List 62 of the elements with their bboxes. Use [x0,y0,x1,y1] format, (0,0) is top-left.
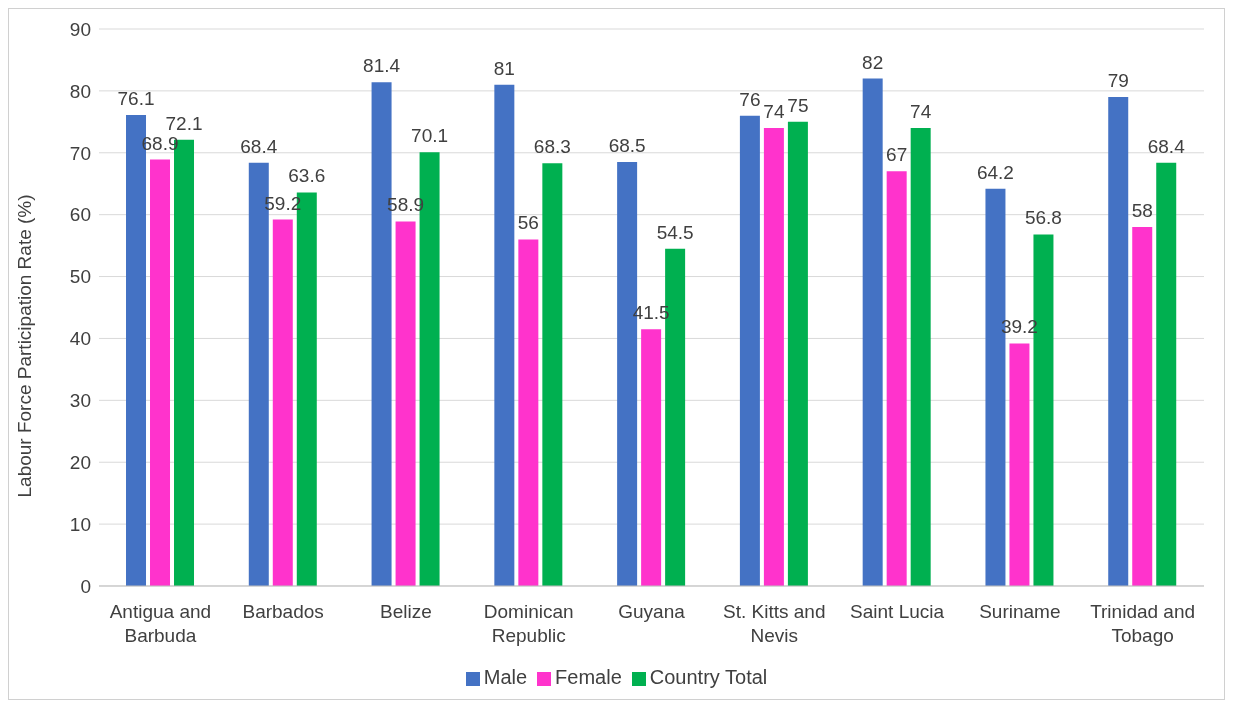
x-tick-label: Belize [380,601,432,622]
x-tick-label: Saint Lucia [850,601,945,622]
legend-label: Male [483,666,528,688]
bar [641,329,662,586]
bar [494,84,515,586]
data-label: 68.3 [533,136,571,158]
bar [1132,227,1153,586]
y-tick-label: 70 [69,142,91,164]
data-label: 54.5 [656,221,694,243]
data-label: 56 [517,212,539,234]
y-tick-label: 90 [69,18,91,40]
y-tick-label: 20 [69,451,91,473]
y-tick-label: 10 [69,513,91,535]
data-label: 68.4 [1147,135,1186,157]
y-tick-label: 50 [69,266,91,288]
y-tick-label: 40 [69,328,91,350]
bar [542,163,563,586]
x-tick-label: Dominican Republic [483,601,574,646]
bar [787,121,808,586]
x-tick-label: Guyana [618,601,686,622]
x-tick-label: Trinidad and Tobago [1090,601,1196,646]
x-tick-label: Suriname [979,601,1061,622]
bar [272,219,293,586]
x-tick-label: St. Kitts and Nevis [723,601,826,646]
bar [1108,97,1129,586]
data-label: 68.4 [240,135,278,157]
bar [395,221,416,586]
data-label: 72.1 [165,112,203,134]
legend-label: Female [555,666,622,688]
data-label: 68.5 [608,135,646,157]
bar [1009,343,1030,586]
y-tick-label: 30 [69,390,91,412]
bar [862,78,883,586]
data-label: 79 [1107,70,1129,92]
y-axis-title: Labour Force Participation Rate (%) [13,194,35,498]
data-label: 76.1 [117,88,155,110]
data-label: 63.6 [288,165,326,187]
data-label: 70.1 [411,125,449,147]
bar [763,128,784,586]
data-label: 81 [493,57,515,79]
bar [518,239,539,586]
bar [150,159,171,586]
legend-label: Country Total [649,666,768,688]
data-label: 81.4 [363,55,401,77]
bar [1156,162,1177,586]
data-label: 67 [886,144,908,166]
data-label: 82 [862,51,884,73]
data-label: 74 [910,101,932,123]
y-tick-label: 0 [80,575,91,597]
bar [910,128,931,586]
data-label: 58 [1131,200,1153,222]
x-tick-label: Barbados [242,601,324,622]
data-label: 75 [787,94,809,116]
bar [886,171,907,586]
y-tick-label: 60 [69,204,91,226]
data-label: 64.2 [976,161,1014,183]
x-tick-label: Antigua and Barbuda [109,601,212,646]
data-label: 76 [739,88,761,110]
bar [739,115,760,586]
data-label: 74 [763,101,785,123]
data-label: 56.8 [1024,207,1062,229]
y-tick-label: 80 [69,80,91,102]
